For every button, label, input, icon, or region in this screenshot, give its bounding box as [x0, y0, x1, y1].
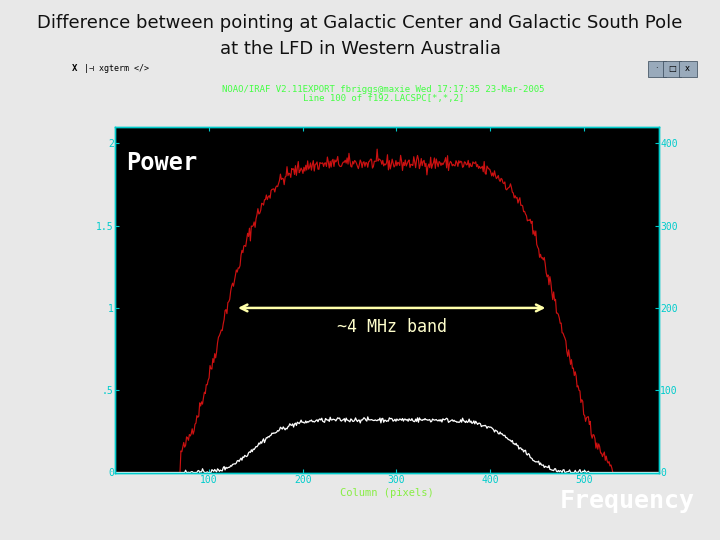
Text: Line 100 of f192.LACSPC[*,*,2]: Line 100 of f192.LACSPC[*,*,2] — [303, 93, 464, 103]
Text: NOAO/IRAF V2.11EXPORT fbriggs@maxie Wed 17:17:35 23-Mar-2005: NOAO/IRAF V2.11EXPORT fbriggs@maxie Wed … — [222, 85, 544, 94]
Text: □: □ — [668, 64, 676, 73]
Text: |⊣ xgterm </>: |⊣ xgterm </> — [84, 64, 149, 73]
X-axis label: Column (pixels): Column (pixels) — [340, 488, 434, 498]
Text: Difference between pointing at Galactic Center and Galactic South Pole: Difference between pointing at Galactic … — [37, 14, 683, 31]
Bar — [663, 61, 680, 77]
Text: at the LFD in Western Australia: at the LFD in Western Australia — [220, 40, 500, 58]
Text: X: X — [71, 64, 77, 73]
Text: x: x — [685, 64, 690, 73]
Text: ·: · — [655, 64, 658, 73]
Text: Frequency: Frequency — [560, 489, 695, 513]
Bar — [679, 61, 696, 77]
Bar — [648, 61, 665, 77]
Text: ~4 MHz band: ~4 MHz band — [337, 318, 446, 336]
Text: Power: Power — [126, 151, 197, 175]
